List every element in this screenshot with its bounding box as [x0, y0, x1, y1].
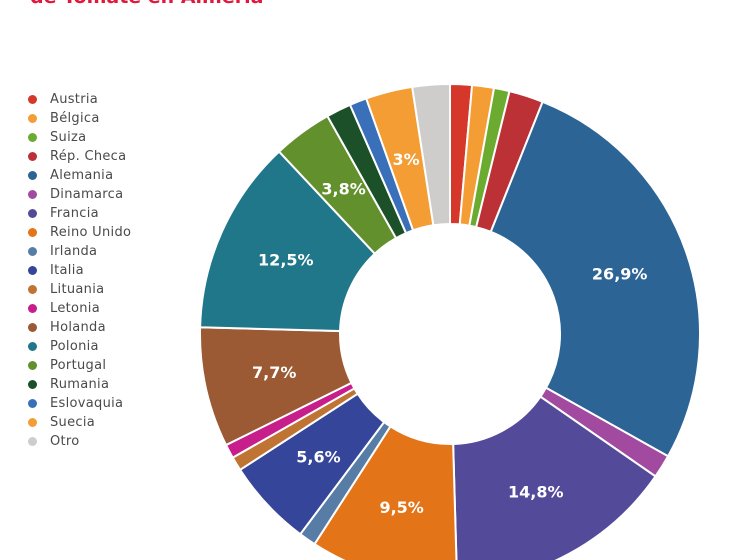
legend-swatch [28, 209, 37, 218]
slice-data-label: 5,6% [296, 447, 340, 466]
slice-data-label: 7,7% [252, 363, 296, 382]
legend-label: Lituania [50, 282, 105, 297]
legend-swatch [28, 114, 37, 123]
legend-label: Rumania [50, 377, 110, 392]
legend-label: Austria [50, 92, 99, 107]
slice-data-label: 26,9% [592, 264, 648, 283]
chart-legend: Austria Bélgica Suiza Rép. Checa Alemania Din… [28, 90, 131, 451]
legend-item: Reino Unido [28, 223, 131, 242]
legend-item: Portugal [28, 356, 131, 375]
legend-item: Dinamarca [28, 185, 131, 204]
legend-item: Rumania [28, 375, 131, 394]
slice-data-label: 14,8% [508, 483, 564, 502]
legend-swatch [28, 342, 37, 351]
slice-francia [452, 395, 657, 560]
legend-swatch [28, 190, 37, 199]
legend-item: Eslovaquia [28, 394, 131, 413]
legend-swatch [28, 247, 37, 256]
slice-data-label: 12,5% [258, 251, 314, 270]
legend-item: Lituania [28, 280, 131, 299]
legend-item: Italia [28, 261, 131, 280]
legend-item: Holanda [28, 318, 131, 337]
legend-item: Austria [28, 90, 131, 109]
slice-data-label: 9,5% [379, 498, 423, 517]
slice-data-label: 3% [392, 150, 419, 169]
legend-label: Letonia [50, 301, 100, 316]
legend-label: Francia [50, 206, 99, 221]
legend-swatch [28, 323, 37, 332]
legend-label: Alemania [50, 168, 114, 183]
legend-item: Alemania [28, 166, 131, 185]
legend-label: Polonia [50, 339, 99, 354]
legend-item: Francia [28, 204, 131, 223]
legend-swatch [28, 228, 37, 237]
legend-item: Suiza [28, 128, 131, 147]
chart-title: de Tomate en Almería [30, 0, 263, 8]
legend-swatch [28, 437, 37, 446]
legend-swatch [28, 361, 37, 370]
legend-label: Irlanda [50, 244, 98, 259]
legend-label: Portugal [50, 358, 107, 373]
slice-polonia [199, 150, 377, 333]
legend-item: Bélgica [28, 109, 131, 128]
legend-label: Italia [50, 263, 84, 278]
slice-otro [411, 82, 451, 227]
legend-label: Rép. Checa [50, 149, 127, 164]
legend-item: Letonia [28, 299, 131, 318]
legend-item: Otro [28, 432, 131, 451]
legend-item: Rép. Checa [28, 147, 131, 166]
legend-swatch [28, 285, 37, 294]
slice-data-label: 3,8% [321, 179, 365, 198]
legend-swatch [28, 304, 37, 313]
slice-alemania [489, 100, 701, 458]
legend-swatch [28, 95, 37, 104]
legend-label: Holanda [50, 320, 106, 335]
legend-item: Irlanda [28, 242, 131, 261]
legend-label: Dinamarca [50, 187, 124, 202]
legend-swatch [28, 133, 37, 142]
legend-item: Suecia [28, 413, 131, 432]
legend-label: Eslovaquia [50, 396, 124, 411]
legend-label: Bélgica [50, 111, 100, 126]
legend-swatch [28, 399, 37, 408]
legend-swatch [28, 380, 37, 389]
legend-label: Suecia [50, 415, 96, 430]
legend-label: Reino Unido [50, 225, 132, 240]
legend-item: Polonia [28, 337, 131, 356]
legend-label: Otro [50, 434, 80, 449]
legend-swatch [28, 418, 37, 427]
legend-swatch [28, 171, 37, 180]
legend-swatch [28, 152, 37, 161]
legend-swatch [28, 266, 37, 275]
legend-label: Suiza [50, 130, 87, 145]
